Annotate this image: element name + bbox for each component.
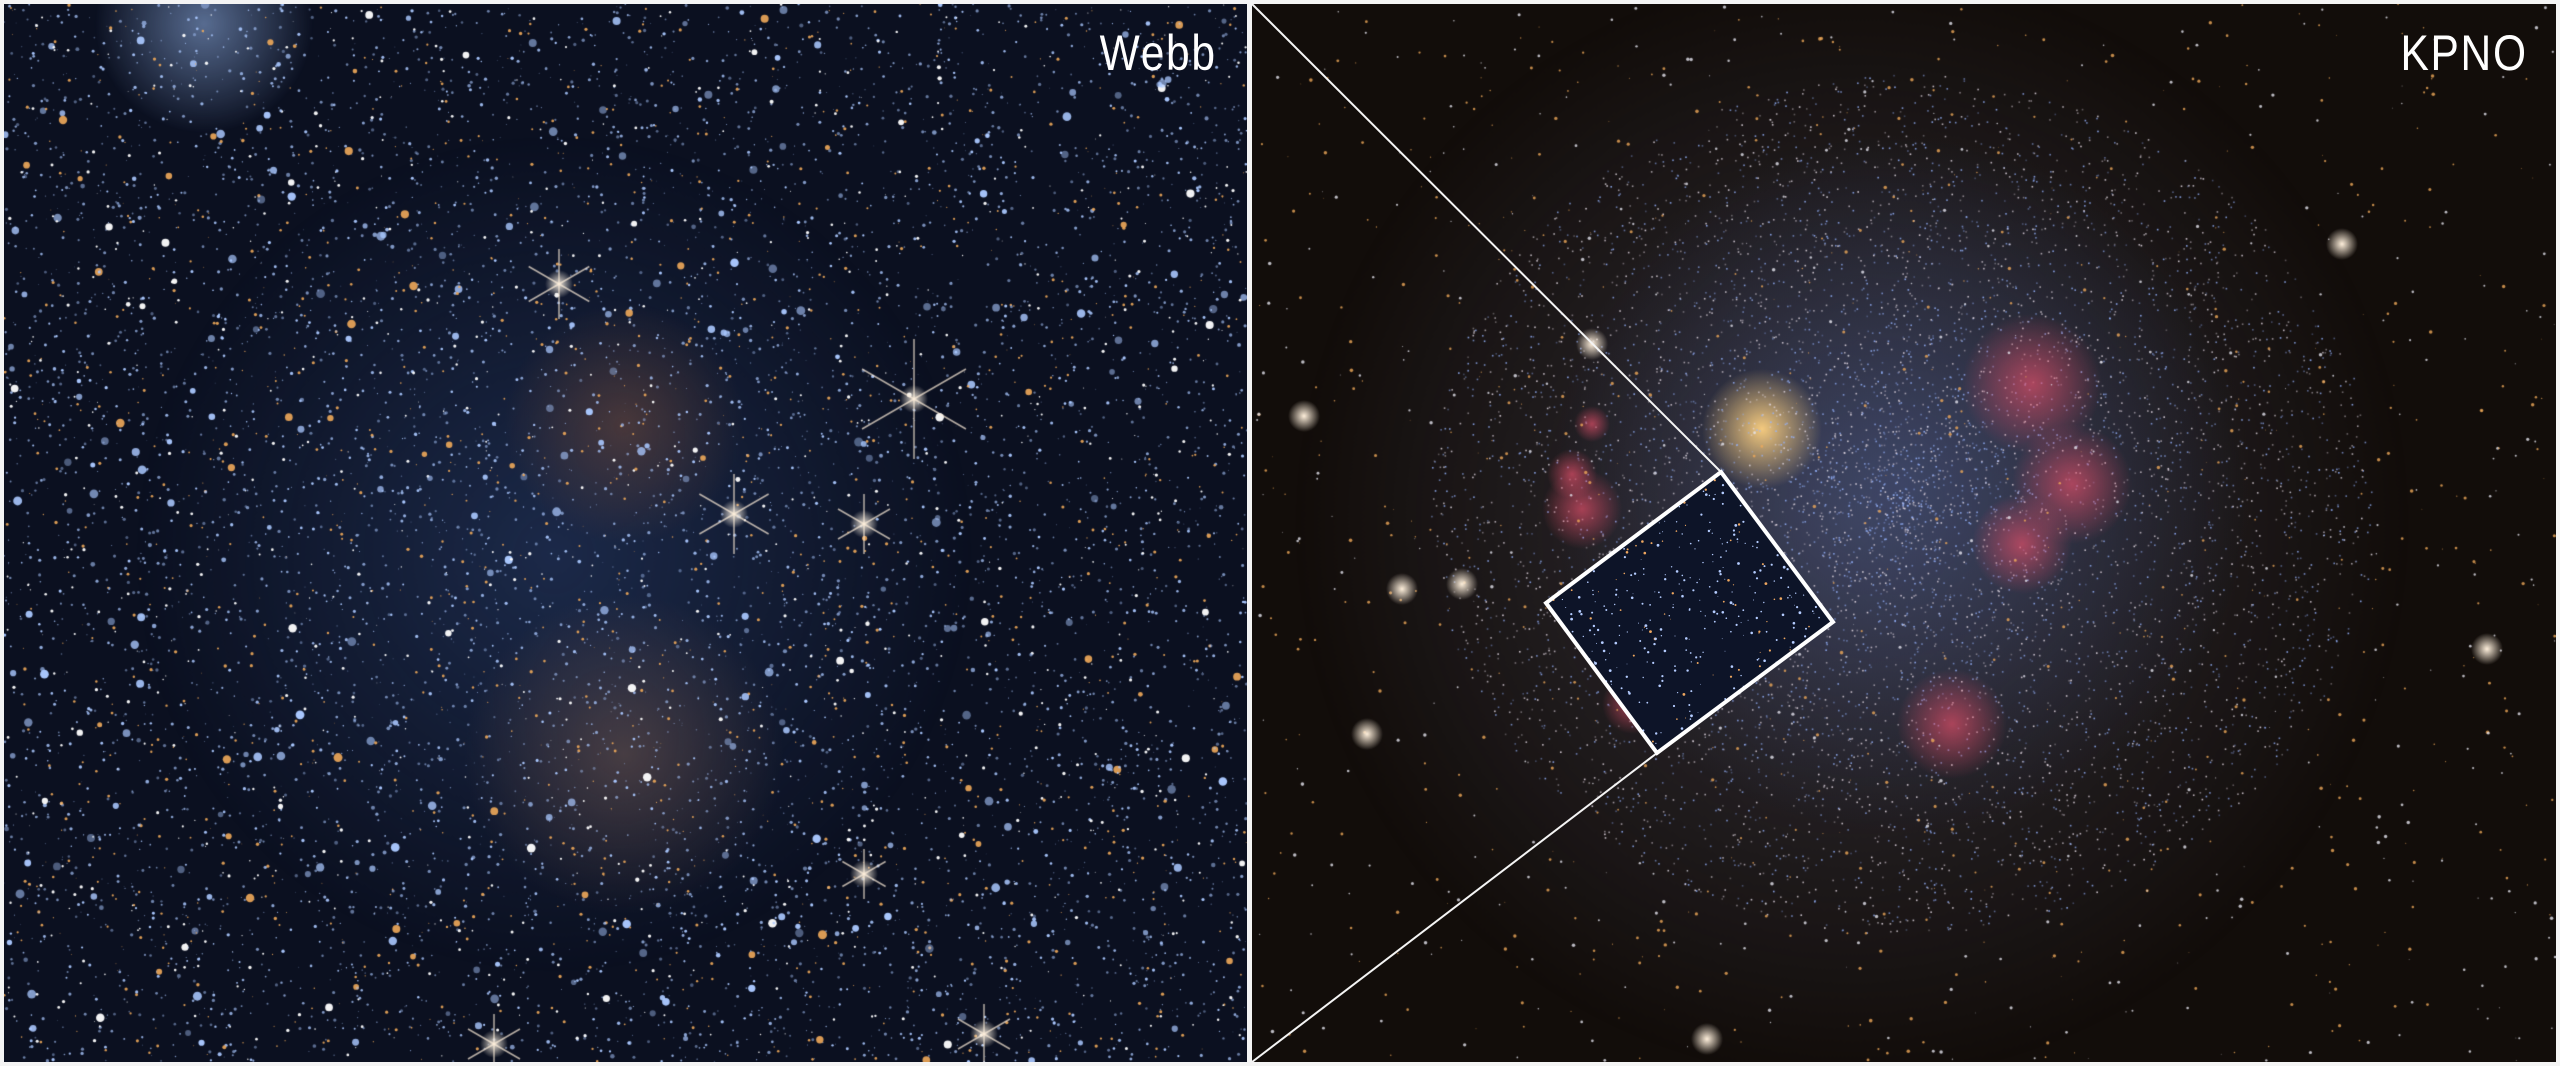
webb-panel: Webb: [4, 4, 1247, 1062]
kpno-panel: KPNO: [1252, 4, 2556, 1062]
kpno-label: KPNO: [2400, 25, 2528, 81]
webb-starfield-image: [4, 4, 1247, 1062]
kpno-galaxy-image: [1252, 4, 2556, 1062]
webb-label: Webb: [1099, 25, 1217, 81]
